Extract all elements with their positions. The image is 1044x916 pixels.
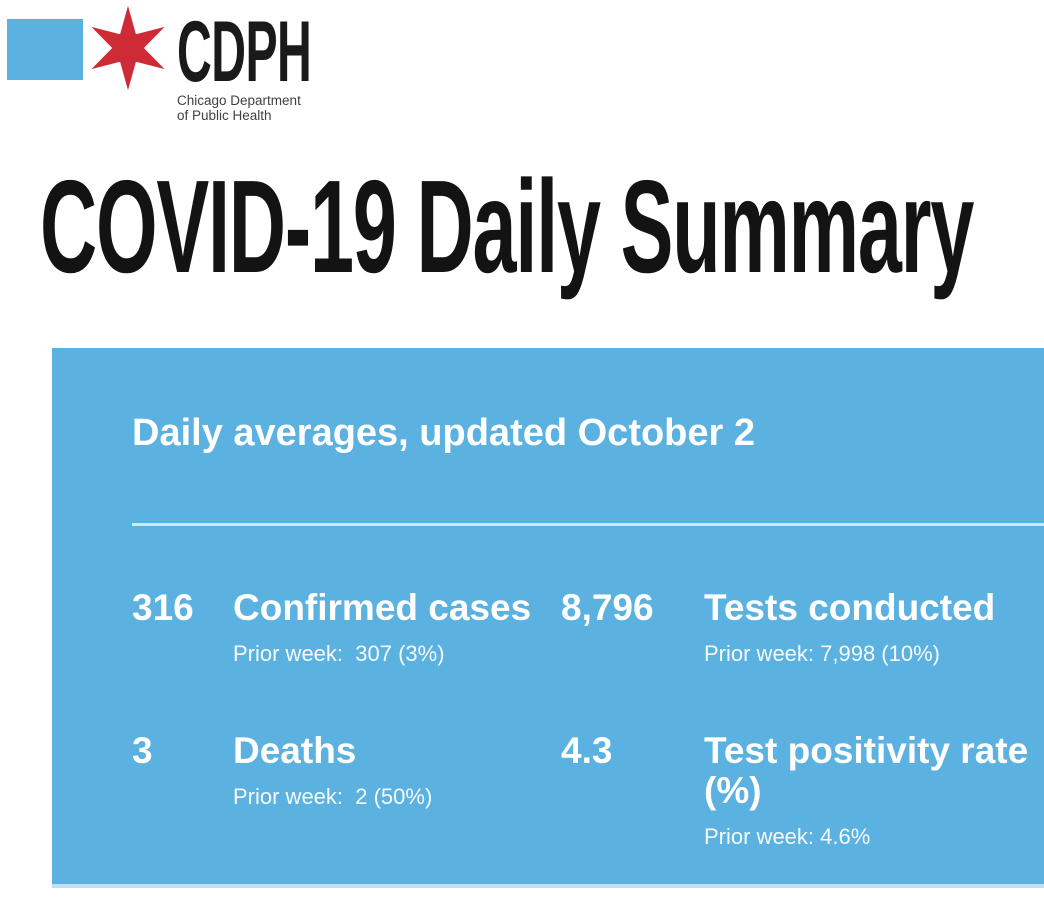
stat-prior-deaths: Prior week: 2 (50%) xyxy=(233,784,433,809)
stat-value-confirmed-cases: 316 xyxy=(132,587,194,628)
card-heading: Daily averages, updated October 2 xyxy=(132,412,756,454)
stat-confirmed-cases: Confirmed cases Prior week: 307 (3%) xyxy=(233,588,561,667)
stat-prior-test-positivity: Prior week: 4.6% xyxy=(704,824,871,849)
page-title: COVID-19 Daily Summary xyxy=(40,153,974,300)
stats-grid: 316 Confirmed cases Prior week: 307 (3%)… xyxy=(132,588,1044,850)
logo-text-block: CDPH Chicago Department of Public Health xyxy=(177,3,417,123)
stat-label-confirmed-cases: Confirmed cases xyxy=(233,587,532,628)
stat-deaths: Deaths Prior week: 2 (50%) xyxy=(233,731,561,810)
stat-value-tests-conducted: 8,796 xyxy=(561,587,654,628)
logo-department-line1: Chicago Department xyxy=(177,93,301,108)
stat-prior-confirmed-cases: Prior week: 307 (3%) xyxy=(233,641,445,666)
logo-department-line2: of Public Health xyxy=(177,108,272,123)
daily-summary-card: Daily averages, updated October 2 316 Co… xyxy=(52,348,1044,888)
stat-label-deaths: Deaths xyxy=(233,730,357,771)
stat-test-positivity: Test positivity rate (%) Prior week: 4.6… xyxy=(704,731,1044,850)
chicago-star-icon xyxy=(91,5,165,91)
card-divider xyxy=(132,523,1044,526)
stat-label-test-positivity: Test positivity rate (%) xyxy=(704,730,1029,811)
cdph-logo: CDPH Chicago Department of Public Health xyxy=(7,3,417,123)
stat-label-tests-conducted: Tests conducted xyxy=(704,587,996,628)
stat-value-test-positivity: 4.3 xyxy=(561,730,613,771)
logo-acronym: CDPH xyxy=(177,4,312,100)
stat-prior-tests-conducted: Prior week: 7,998 (10%) xyxy=(704,641,940,666)
stat-tests-conducted: Tests conducted Prior week: 7,998 (10%) xyxy=(704,588,1044,667)
logo-blue-square xyxy=(7,19,83,80)
logo-department-name: Chicago Department of Public Health xyxy=(177,93,417,123)
stat-value-deaths: 3 xyxy=(132,730,153,771)
